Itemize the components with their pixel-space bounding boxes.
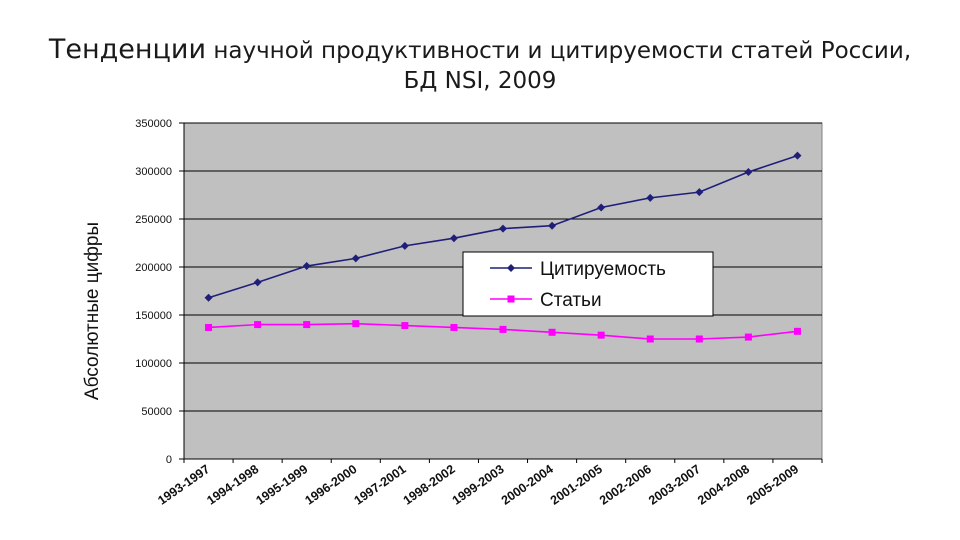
- title-line-1: Тенденции научной продуктивности и цитир…: [0, 34, 960, 66]
- y-tick-label: 200000: [135, 262, 172, 274]
- x-tick-label: 2002-2006: [597, 462, 654, 508]
- y-axis: 0 50000 100000 150000 200000 250000 300000 3500…: [82, 118, 185, 466]
- legend-marker: [507, 295, 515, 303]
- y-axis-label: Абсолютные цифры: [82, 222, 103, 400]
- data-point: [499, 325, 507, 333]
- legend-box: [462, 251, 714, 317]
- data-point: [450, 323, 458, 331]
- data-point: [499, 224, 507, 233]
- y-tick-label: 300000: [135, 166, 172, 178]
- x-tick-label: 2004-2008: [695, 462, 752, 508]
- x-tick-label: 2003-2007: [646, 462, 703, 508]
- data-point: [303, 321, 311, 329]
- data-point: [646, 193, 655, 202]
- data-point: [548, 221, 557, 230]
- y-tick-label: 100000: [135, 358, 172, 370]
- y-tick-label: 150000: [135, 310, 172, 322]
- data-point: [351, 254, 360, 263]
- title-lead-word: Тенденции: [48, 34, 207, 65]
- x-tick-label: 2005-2009: [744, 462, 801, 508]
- data-point: [744, 167, 753, 176]
- title-line-2: БД NSI, 2009: [403, 68, 557, 95]
- data-point: [548, 328, 556, 336]
- data-point: [744, 333, 752, 341]
- slide-title: Тенденции научной продуктивности и цитир…: [0, 34, 960, 96]
- y-tick-label: 50000: [141, 406, 172, 418]
- data-point: [646, 335, 654, 343]
- data-point: [352, 320, 360, 328]
- plot-background: [183, 122, 823, 460]
- x-tick-label: 1999-2003: [450, 462, 507, 508]
- y-tick-label: 350000: [135, 118, 172, 130]
- data-point: [597, 331, 605, 339]
- data-point: [695, 188, 704, 197]
- x-tick-label: 1995-1999: [253, 462, 310, 508]
- data-point: [401, 322, 409, 330]
- x-tick-label: 2001-2005: [548, 462, 605, 508]
- data-point: [302, 262, 311, 271]
- data-point: [449, 234, 458, 243]
- x-tick-label: 1993-1997: [155, 462, 212, 508]
- plot-area: [183, 122, 823, 460]
- data-point: [597, 203, 606, 212]
- data-point: [205, 323, 213, 331]
- y-tick-label: 0: [166, 454, 172, 466]
- x-tick-label: 2000-2004: [499, 462, 556, 508]
- data-point: [254, 321, 262, 329]
- data-point: [400, 241, 409, 250]
- legend-label: Статьи: [540, 290, 602, 311]
- legend-marker: [507, 264, 515, 272]
- x-tick-label: 1997-2001: [352, 462, 409, 508]
- data-point: [253, 278, 262, 287]
- data-point: [793, 327, 801, 335]
- x-tick-label: 1996-2000: [302, 462, 359, 508]
- x-tick-label: 1998-2002: [401, 462, 458, 508]
- x-tick-label: 1994-1998: [204, 462, 261, 508]
- legend-label: Цитируемость: [540, 259, 666, 280]
- series-layer: [204, 151, 802, 343]
- data-point: [793, 151, 802, 160]
- data-point: [695, 335, 703, 343]
- legend: Цитируемость Статьи: [462, 251, 714, 317]
- y-tick-label: 250000: [135, 214, 172, 226]
- x-axis: 1993-19971994-19981995-19991996-20001997…: [155, 458, 823, 508]
- title-line-1-rest: научной продуктивности и цитируемости ст…: [206, 38, 912, 64]
- data-point: [204, 293, 213, 302]
